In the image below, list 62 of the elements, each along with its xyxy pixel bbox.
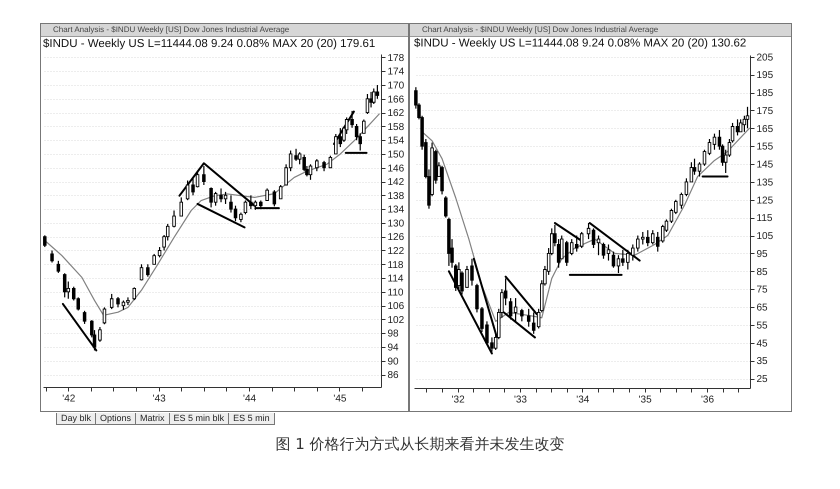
x-tick-label: '43 bbox=[152, 394, 166, 404]
x-tick-label: '42 bbox=[62, 394, 76, 404]
y-tick-label: 95 bbox=[756, 248, 768, 260]
y-tick-label: 130 bbox=[388, 218, 405, 230]
y-tick-label: 170 bbox=[388, 80, 405, 92]
y-tick-label: 45 bbox=[756, 338, 768, 350]
text: ES 5 min bbox=[228, 413, 275, 425]
y-tick-label: 125 bbox=[756, 195, 774, 206]
y-tick-label: 115 bbox=[756, 213, 773, 224]
x-tick-label: '35 bbox=[638, 394, 652, 406]
y-tick-label: 118 bbox=[388, 260, 404, 271]
y-tick-label: 165 bbox=[756, 124, 774, 135]
text: Matrix bbox=[135, 413, 170, 425]
chart-title: Chart Analysis - $INDU Weekly [US] Dow Jones Industrial Average bbox=[410, 24, 791, 37]
x-tick-label: '33 bbox=[514, 394, 528, 406]
y-tick-label: 65 bbox=[756, 302, 768, 314]
y-tick-label: 90 bbox=[388, 356, 400, 368]
y-tick-label: 98 bbox=[388, 328, 400, 340]
y-tick-label: 122 bbox=[388, 246, 405, 257]
y-tick-label: 185 bbox=[756, 88, 774, 100]
x-tick-label: '36 bbox=[700, 394, 714, 406]
y-tick-label: 166 bbox=[388, 94, 405, 106]
y-tick-label: 162 bbox=[388, 108, 405, 120]
y-tick-label: 114 bbox=[388, 274, 404, 285]
y-tick-label: 195 bbox=[756, 70, 774, 82]
y-tick-label: 35 bbox=[756, 356, 768, 368]
y-tick-label: 55 bbox=[756, 320, 768, 332]
y-tick-label: 110 bbox=[388, 287, 404, 298]
y-tick-label: 126 bbox=[388, 232, 405, 244]
x-tick-label: '44 bbox=[243, 394, 256, 404]
y-tick-label: 75 bbox=[756, 284, 768, 296]
y-tick-label: 175 bbox=[756, 106, 774, 117]
y-tick-label: 85 bbox=[756, 266, 768, 278]
y-tick-label: 25 bbox=[756, 374, 768, 386]
y-tick-label: 105 bbox=[756, 231, 774, 242]
text: Options bbox=[95, 413, 136, 425]
y-tick-label: 86 bbox=[388, 370, 400, 382]
x-tick-label: '32 bbox=[452, 394, 466, 406]
y-tick-label: 154 bbox=[388, 136, 405, 147]
y-tick-label: 155 bbox=[756, 142, 774, 153]
y-tick-label: 145 bbox=[756, 160, 774, 171]
chart-subtitle: $INDU - Weekly US L=11444.08 9.24 0.08% MAX 20 (20) 130.62 bbox=[414, 37, 746, 50]
text: Day blk bbox=[56, 413, 96, 425]
chart-subtitle: $INDU - Weekly US L=11444.08 9.24 0.08% MAX 20 (20) 179.61 bbox=[43, 38, 376, 50]
y-tick-label: 150 bbox=[388, 149, 405, 160]
y-tick-label: 134 bbox=[388, 204, 405, 216]
y-tick-label: 135 bbox=[756, 177, 774, 188]
x-tick-label: '34 bbox=[576, 394, 590, 406]
y-tick-label: 174 bbox=[388, 66, 405, 78]
chart-title: Chart Analysis - $INDU Weekly [US] Dow Jones Industrial Average bbox=[41, 24, 408, 37]
y-tick-label: 102 bbox=[388, 314, 405, 326]
y-tick-label: 146 bbox=[388, 163, 405, 174]
y-tick-label: 142 bbox=[388, 177, 405, 188]
y-tick-label: 106 bbox=[388, 301, 405, 312]
y-tick-label: 205 bbox=[756, 52, 774, 64]
y-tick-label: 178 bbox=[388, 52, 405, 64]
x-tick-label: '45 bbox=[333, 394, 347, 404]
text: ES 5 min blk bbox=[168, 413, 230, 425]
y-tick-label: 94 bbox=[388, 342, 400, 354]
y-tick-label: 138 bbox=[388, 190, 405, 202]
y-tick-label: 158 bbox=[388, 122, 405, 133]
caption: 图 1 价格行为方式从长期来看并未发生改变 bbox=[275, 435, 565, 453]
